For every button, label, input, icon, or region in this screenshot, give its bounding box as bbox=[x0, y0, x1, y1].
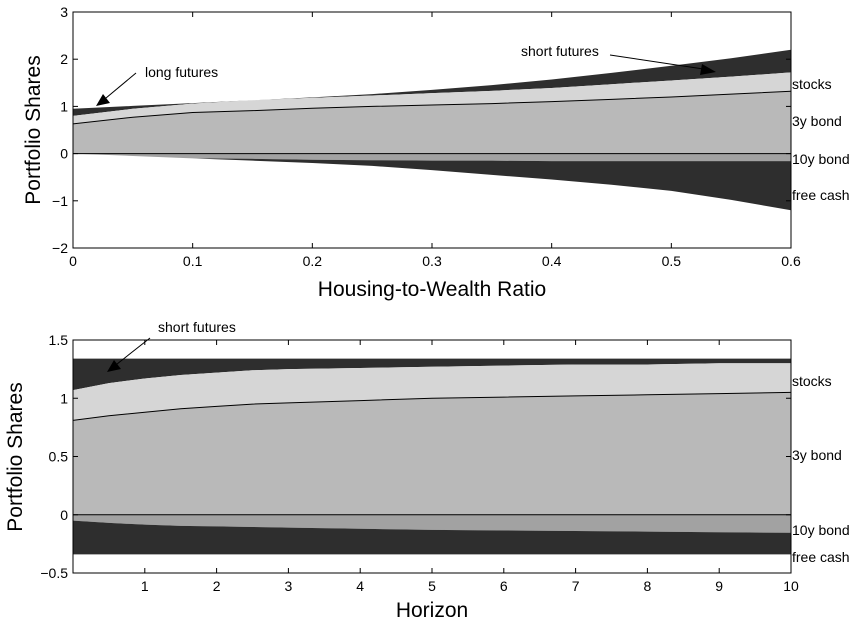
bottom-y-tick-label: 1.5 bbox=[49, 332, 69, 348]
top-x-tick-label: 0.6 bbox=[781, 253, 801, 269]
top-arrow-long-futures bbox=[96, 72, 137, 106]
bottom-area-free-cash bbox=[73, 520, 791, 555]
bottom-x-axis-label: Horizon bbox=[396, 599, 468, 622]
bottom-label-free-cash: free cash bbox=[792, 549, 850, 565]
bottom-x-tick-label: 6 bbox=[500, 578, 508, 594]
bottom-y-tick-label: 0 bbox=[60, 507, 68, 523]
top-y-tick-label: −2 bbox=[52, 240, 68, 256]
top-y-axis-label: Portfolio Shares bbox=[22, 55, 45, 204]
bottom-line-3y-top bbox=[72, 391, 792, 421]
bottom-x-tick-label: 4 bbox=[356, 578, 364, 594]
bottom-area-futures bbox=[73, 358, 791, 391]
top-label-10y-bond: 10y bond bbox=[792, 151, 850, 167]
top-x-tick-label: 0.1 bbox=[183, 253, 203, 269]
top-annotation-long-futures: long futures bbox=[145, 64, 218, 80]
top-area-free-cash bbox=[73, 153, 791, 211]
top-line-3y-top bbox=[72, 90, 792, 125]
bottom-area-3y-bond bbox=[73, 392, 791, 515]
bottom-area-10y-bond bbox=[73, 514, 791, 533]
top-annotation-short-futures: short futures bbox=[521, 43, 599, 59]
bottom-ticks: 1 2 3 4 5 6 7 8 9 10 −0.5 0 0.5 1 1.5 bbox=[40, 332, 799, 594]
bottom-annotation-short-futures: short futures bbox=[158, 319, 236, 335]
bottom-x-tick-label: 7 bbox=[572, 578, 580, 594]
top-x-tick-label: 0 bbox=[69, 253, 77, 269]
top-ticks: 0 0.1 0.2 0.3 0.4 0.5 0.6 −2 −1 0 1 2 3 bbox=[52, 4, 801, 269]
top-label-free-cash: free cash bbox=[792, 187, 850, 203]
bottom-area-layers bbox=[72, 358, 792, 555]
bottom-x-tick-label: 3 bbox=[285, 578, 293, 594]
bottom-x-tick-label: 1 bbox=[141, 578, 149, 594]
top-y-tick-label: −1 bbox=[52, 193, 68, 209]
chart-top: 0 0.1 0.2 0.3 0.4 0.5 0.6 −2 −1 0 1 2 3 Housing-to-W… bbox=[22, 4, 850, 301]
bottom-y-axis-label: Portfolio Shares bbox=[4, 382, 27, 531]
top-x-axis-label: Housing-to-Wealth Ratio bbox=[318, 278, 546, 301]
bottom-label-stocks: stocks bbox=[792, 373, 832, 389]
top-x-tick-label: 0.5 bbox=[662, 253, 682, 269]
top-area-layers bbox=[72, 49, 792, 211]
top-area-stocks bbox=[73, 72, 791, 124]
top-x-tick-label: 0.2 bbox=[303, 253, 323, 269]
bottom-x-tick-label: 2 bbox=[213, 578, 221, 594]
bottom-arrow-short-futures bbox=[107, 337, 151, 372]
top-y-tick-label: 3 bbox=[60, 4, 68, 20]
top-x-tick-label: 0.3 bbox=[422, 253, 442, 269]
bottom-y-tick-label: 1 bbox=[60, 390, 68, 406]
chart-bottom: 1 2 3 4 5 6 7 8 9 10 −0.5 0 0.5 1 1.5 Horizon Portfoli… bbox=[4, 319, 850, 622]
bottom-x-tick-label: 8 bbox=[644, 578, 652, 594]
top-y-tick-label: 1 bbox=[60, 98, 68, 114]
bottom-label-10y-bond: 10y bond bbox=[792, 522, 850, 538]
bottom-y-tick-label: 0.5 bbox=[49, 449, 69, 465]
top-label-stocks: stocks bbox=[792, 76, 832, 92]
bottom-y-tick-label: −0.5 bbox=[40, 565, 68, 581]
top-area-10y-bond bbox=[73, 153, 791, 162]
top-y-tick-label: 2 bbox=[60, 51, 68, 67]
top-x-tick-label: 0.4 bbox=[542, 253, 562, 269]
top-area-3y-bond bbox=[73, 91, 791, 154]
bottom-label-3y-bond: 3y bond bbox=[792, 447, 842, 463]
bottom-x-tick-label: 5 bbox=[428, 578, 436, 594]
bottom-x-tick-label: 9 bbox=[715, 578, 723, 594]
top-label-3y-bond: 3y bond bbox=[792, 113, 842, 129]
top-y-tick-label: 0 bbox=[60, 146, 68, 162]
top-arrow-short-futures bbox=[609, 54, 716, 75]
bottom-area-stocks bbox=[73, 363, 791, 421]
bottom-x-tick-label: 10 bbox=[783, 578, 799, 594]
